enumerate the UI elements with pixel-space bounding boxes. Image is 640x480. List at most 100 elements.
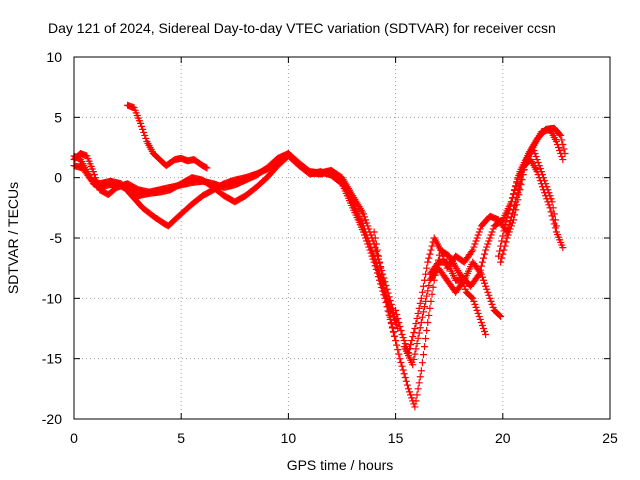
data-point (428, 242, 436, 250)
data-point (437, 246, 445, 254)
data-point (421, 303, 429, 311)
data-point (537, 168, 545, 176)
series-track-4 (124, 101, 211, 172)
series-track-8 (426, 258, 490, 339)
data-point (415, 329, 423, 337)
data-point (541, 177, 549, 185)
x-axis-title: GPS time / hours (287, 457, 394, 473)
data-point (391, 332, 399, 340)
data-point (487, 297, 495, 305)
data-point (499, 250, 507, 258)
data-point (203, 164, 211, 172)
data-point (395, 350, 403, 358)
data-point (397, 327, 405, 335)
data-point (426, 304, 434, 312)
data-point (373, 263, 381, 271)
data-point (514, 196, 522, 204)
data-point (408, 394, 416, 402)
data-point (425, 254, 433, 262)
data-point (400, 337, 408, 345)
data-point (545, 201, 553, 209)
data-point (380, 282, 388, 290)
data-point (429, 283, 437, 291)
data-point (418, 359, 426, 367)
y-tick-label: 0 (54, 170, 62, 186)
data-point (513, 201, 521, 209)
x-tick-label: 20 (495, 430, 511, 446)
data-point (138, 122, 146, 130)
data-point (411, 403, 419, 411)
data-point (536, 165, 544, 173)
data-point (560, 145, 568, 153)
data-point (396, 355, 404, 363)
data-point (485, 237, 493, 245)
data-point (90, 171, 98, 179)
data-point (363, 231, 371, 239)
data-point (482, 282, 490, 290)
data-point (412, 397, 420, 405)
ticks (73, 56, 611, 420)
data-point (422, 335, 430, 343)
data-point (497, 312, 505, 320)
data-point (381, 287, 389, 295)
data-point (556, 147, 564, 155)
data-point (473, 234, 481, 242)
data-point (507, 198, 515, 206)
data-point (394, 314, 402, 322)
series-track-7 (400, 258, 505, 369)
data-point (388, 309, 396, 317)
data-point (513, 178, 521, 186)
data-point (553, 140, 561, 148)
data-point (459, 279, 467, 287)
data-point (402, 377, 410, 385)
data-point (481, 279, 489, 287)
data-point (398, 331, 406, 339)
y-tick-label: -10 (42, 290, 62, 306)
data-point (410, 355, 418, 363)
x-tick-label: 25 (602, 430, 618, 446)
data-point (548, 198, 556, 206)
data-point (489, 225, 497, 233)
data-point (409, 333, 417, 341)
data-point (500, 227, 508, 235)
data-point (499, 232, 507, 240)
data-point (506, 202, 514, 210)
data-point (392, 337, 400, 345)
x-tick-label: 15 (388, 430, 404, 446)
data-point (403, 381, 411, 389)
data-point (411, 325, 419, 332)
data-point (412, 319, 420, 327)
data-point (506, 225, 514, 233)
data-point (558, 153, 566, 161)
data-point (416, 373, 424, 381)
data-point (507, 222, 515, 230)
grid (74, 57, 610, 419)
data-point (472, 237, 480, 245)
data-point (478, 321, 486, 329)
data-point (376, 258, 384, 266)
data-point (533, 156, 541, 164)
data-point (476, 269, 484, 277)
data-point (384, 303, 392, 311)
data-point (428, 290, 436, 298)
data-point (531, 150, 539, 158)
data-point (423, 292, 431, 300)
data-point (374, 252, 382, 260)
data-point (515, 191, 523, 199)
data-point (546, 192, 554, 200)
data-point (424, 318, 432, 326)
data-point (142, 134, 150, 142)
chart-title: Day 121 of 2024, Sidereal Day-to-day VTE… (48, 20, 556, 36)
data-point (388, 323, 396, 331)
data-point (547, 195, 555, 203)
data-point (372, 259, 380, 267)
data-point (413, 391, 421, 399)
data-point (510, 190, 518, 198)
data-point (371, 234, 379, 242)
data-point (530, 147, 538, 155)
data-point (482, 246, 490, 254)
data-point (377, 264, 385, 272)
data-point (416, 324, 424, 332)
data-point (425, 311, 433, 319)
y-tick-label: -5 (50, 230, 63, 246)
